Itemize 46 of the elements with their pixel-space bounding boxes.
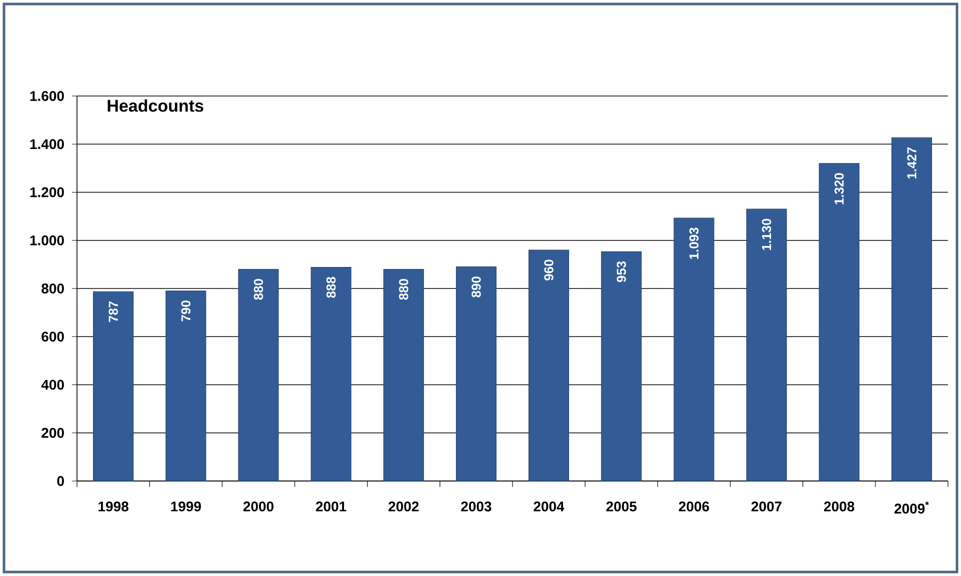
y-tick-label: 600 bbox=[42, 332, 64, 342]
x-tick-label: 1998 bbox=[98, 502, 128, 512]
y-tick-label: 1.200 bbox=[30, 187, 64, 198]
x-tick-label: 2004 bbox=[534, 502, 564, 512]
bar bbox=[674, 218, 714, 482]
x-tick-label: 2001 bbox=[316, 502, 346, 512]
data-label: 1.093 bbox=[689, 228, 699, 259]
y-tick-label: 200 bbox=[42, 428, 64, 438]
bar bbox=[456, 266, 496, 482]
bar bbox=[166, 290, 206, 482]
bar bbox=[383, 268, 424, 482]
y-tick-label: 0 bbox=[57, 476, 64, 486]
data-label: 1.320 bbox=[834, 173, 844, 204]
x-tick-label: 2006 bbox=[678, 502, 710, 512]
y-tick-label: 800 bbox=[42, 284, 64, 294]
x-tick-label: 2007 bbox=[751, 502, 782, 512]
y-tick-label: 1.000 bbox=[30, 235, 64, 246]
bar bbox=[528, 250, 570, 482]
y-tick-label: 1.400 bbox=[30, 139, 64, 150]
bar bbox=[93, 291, 134, 482]
bar bbox=[310, 267, 352, 482]
x-tick-label: 2005 bbox=[606, 502, 637, 512]
x-tick-label: 2009$^{*}$ bbox=[894, 502, 929, 514]
bar bbox=[746, 208, 787, 482]
x-tick-label: 1999 bbox=[171, 502, 201, 512]
bar bbox=[238, 268, 279, 482]
data-label: 880 bbox=[399, 278, 408, 300]
x-tick-label: 2003 bbox=[461, 502, 492, 512]
y-tick-label: 1.600 bbox=[30, 91, 64, 101]
data-label: 888 bbox=[326, 276, 336, 298]
x-tick-label: 2002 bbox=[388, 502, 419, 512]
data-label: 790 bbox=[181, 300, 190, 322]
data-label: 890 bbox=[472, 276, 481, 298]
data-label: 960 bbox=[544, 260, 554, 280]
data-label: 1.130 bbox=[762, 218, 772, 250]
bar bbox=[891, 137, 932, 482]
y-tick-label: 400 bbox=[41, 380, 64, 390]
data-label: 1.427 bbox=[907, 147, 916, 179]
data-label: 880 bbox=[254, 278, 264, 300]
chart-title: Headcounts bbox=[108, 99, 204, 112]
x-tick-label: 2000 bbox=[243, 502, 274, 512]
data-label: 787 bbox=[108, 301, 118, 322]
x-tick-label: 2008 bbox=[824, 502, 854, 512]
bar bbox=[601, 251, 642, 482]
bar bbox=[818, 163, 860, 482]
data-label: 953 bbox=[616, 261, 626, 282]
